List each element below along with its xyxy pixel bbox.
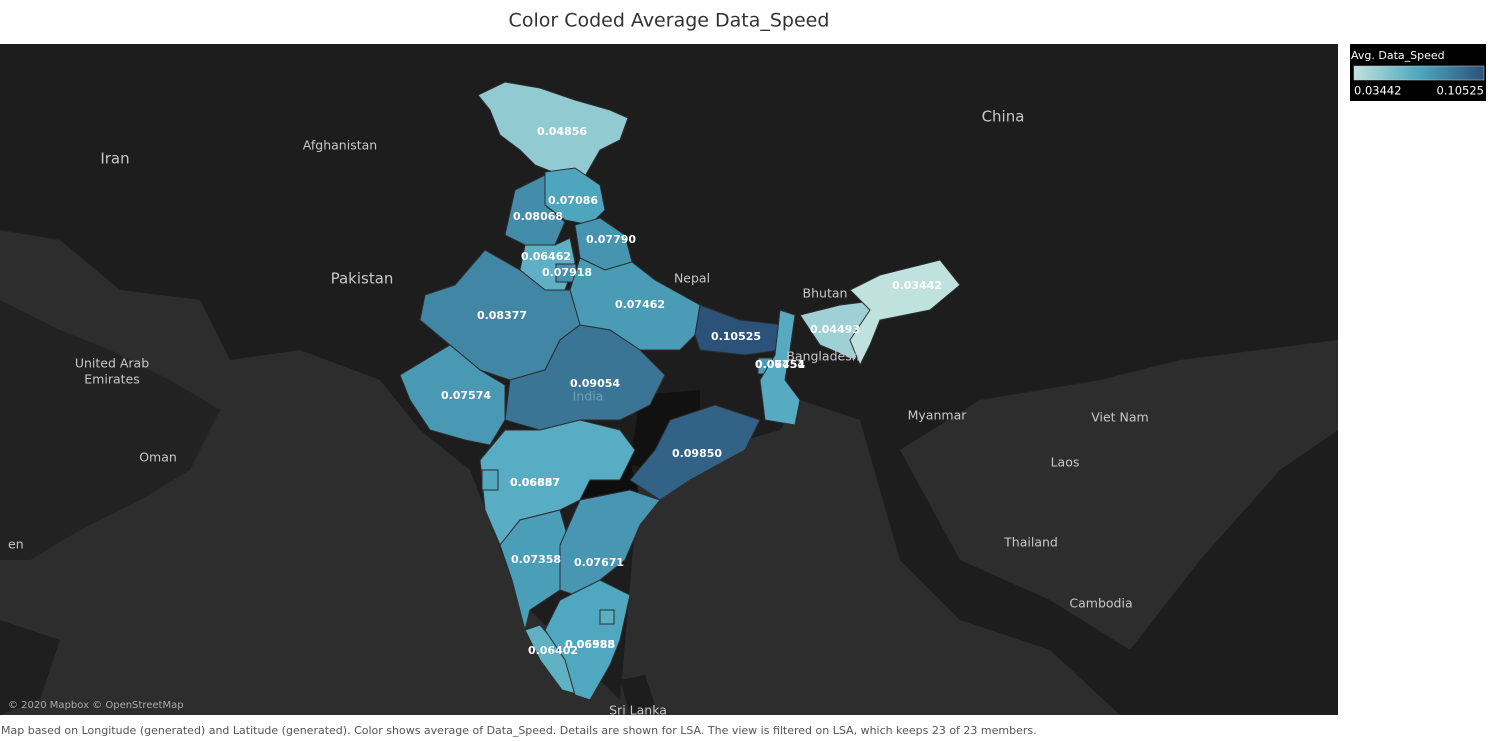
value-label: 0.04493 (810, 323, 860, 336)
value-label: 0.08068 (513, 210, 563, 223)
place-label: Cambodia (1069, 596, 1132, 611)
region (559, 489, 661, 596)
region (399, 344, 506, 446)
place-label: Thailand (1003, 535, 1058, 550)
region (694, 304, 786, 356)
value-label: 0.04856 (537, 125, 587, 138)
place-label: Viet Nam (1091, 410, 1149, 425)
place-label: Nepal (674, 271, 710, 286)
value-label: 0.09054 (570, 377, 620, 390)
place-label: China (982, 108, 1025, 126)
chart-title: Color Coded Average Data_Speed (509, 10, 830, 32)
value-label: 0.07574 (441, 389, 491, 402)
legend-max: 0.10525 (1436, 84, 1484, 98)
value-label: 0.06754 (755, 358, 805, 371)
value-label: 0.07462 (615, 298, 665, 311)
place-label: Pakistan (331, 270, 394, 288)
value-label: 0.06462 (521, 250, 571, 263)
region (759, 309, 801, 426)
region (849, 259, 961, 367)
place-label: Bhutan (803, 286, 848, 301)
value-label: 0.10525 (711, 330, 761, 343)
attribution: © 2020 Mapbox © OpenStreetMap (8, 700, 184, 711)
region (481, 469, 499, 491)
place-label: Laos (1051, 455, 1080, 470)
legend-min: 0.03442 (1354, 84, 1402, 98)
value-label: 0.06687 (510, 476, 560, 489)
value-label: 0.06402 (528, 644, 578, 657)
value-label: 0.07671 (574, 556, 624, 569)
basemap (0, 44, 1338, 715)
place-label: Oman (139, 450, 177, 465)
region (629, 404, 761, 501)
place-label: United Arab (75, 356, 149, 371)
legend-title: Avg. Data_Speed (1351, 49, 1445, 62)
region (599, 609, 615, 625)
value-label: 0.07451 (755, 358, 805, 371)
value-label: 0.03442 (892, 279, 942, 292)
value-label: 0.07358 (511, 553, 561, 566)
region (477, 81, 629, 186)
place-label: Afghanistan (303, 138, 377, 153)
value-label: 0.07918 (542, 266, 592, 279)
value-label: 0.07086 (548, 194, 598, 207)
value-label: 0.06588 (565, 638, 615, 651)
value-label: 0.06857 (510, 476, 560, 489)
caption: Map based on Longitude (generated) and L… (1, 724, 1037, 737)
place-label: Bangladesh (786, 349, 859, 364)
place-label: Emirates (84, 372, 139, 387)
place-label: India (573, 389, 604, 404)
legend-gradient (1353, 65, 1485, 81)
place-label: Sri Lanka (609, 703, 667, 718)
value-label: 0.09850 (672, 447, 722, 460)
region (504, 174, 566, 246)
place-label: en (8, 537, 24, 552)
value-label: 0.08377 (477, 309, 527, 322)
value-label: 0.07790 (586, 233, 636, 246)
value-label: 0.06985 (565, 638, 615, 651)
place-label: Iran (100, 150, 129, 168)
place-label: Myanmar (908, 408, 968, 423)
